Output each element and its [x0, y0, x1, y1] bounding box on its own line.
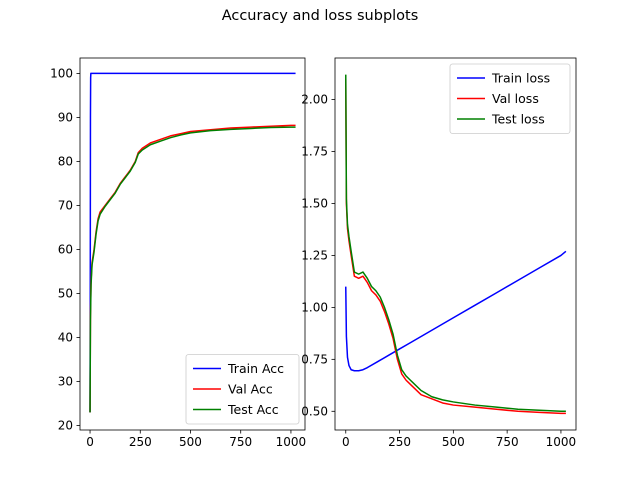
subplot-1-legend-label-test-acc: Test Acc — [227, 402, 279, 417]
subplot-1-legend-label-val-acc: Val Acc — [228, 382, 273, 397]
subplot-2-ytick-label: 1.25 — [301, 248, 328, 262]
subplot-2-ytick-label: 2.00 — [301, 93, 328, 107]
subplot-1-ytick-label: 70 — [58, 198, 73, 212]
subplot-1-ytick-label: 80 — [58, 154, 73, 168]
subplot-2-axes-frame — [334, 57, 577, 431]
subplot-2-legend-label-train-loss: Train loss — [491, 71, 550, 86]
subplot-1-xtick-label: 0 — [86, 435, 94, 449]
subplot-1-ytick-label: 90 — [58, 110, 73, 124]
subplot-2-line-train-loss — [345, 250, 567, 372]
subplot-1-xtick-label: 1000 — [276, 435, 307, 449]
subplot-2-xtick-label: 750 — [496, 435, 519, 449]
subplot-1-xtick-label: 750 — [229, 435, 252, 449]
subplot-1-ytick-label: 30 — [58, 375, 73, 389]
subplot-1-ytick-label: 60 — [58, 243, 73, 257]
subplot-1-ytick-label: 50 — [58, 287, 73, 301]
subplot-1-axes-frame — [79, 57, 306, 431]
subplot-1-ytick-label: 20 — [58, 419, 73, 433]
figure-suptitle: Accuracy and loss subplots — [221, 8, 419, 24]
subplot-1-line-test-acc — [89, 126, 296, 413]
subplot-2-ytick-label: 1.00 — [301, 300, 328, 314]
subplot-2-ytick-label: 0.75 — [301, 352, 328, 366]
subplot-2-xtick-label: 1000 — [546, 435, 577, 449]
subplot-2-xtick-label: 250 — [388, 435, 411, 449]
subplot-2-legend-box — [449, 63, 571, 134]
subplot-1-legend-label-train-acc: Train Acc — [227, 361, 284, 376]
subplot-1-legend-box — [185, 354, 300, 425]
subplot-1-ytick-label: 100 — [50, 66, 73, 80]
subplot-2-ytick-label: 1.75 — [301, 145, 328, 159]
subplot-1-line-train-acc — [89, 72, 296, 413]
subplot-1-ytick-label: 40 — [58, 331, 73, 345]
subplot-2-legend-label-test-loss: Test loss — [491, 112, 545, 127]
subplot-2-legend-label-val-loss: Val loss — [492, 91, 539, 106]
subplot-2-xtick-label: 0 — [342, 435, 350, 449]
subplot-2-line-test-loss — [345, 74, 566, 413]
subplot-1-xtick-label: 250 — [129, 435, 152, 449]
subplot-2-xtick-label: 500 — [442, 435, 465, 449]
subplot-2-ytick-label: 1.50 — [301, 196, 328, 210]
subplot-1-xtick-label: 500 — [179, 435, 202, 449]
subplot-2-ytick-label: 0.50 — [301, 404, 328, 418]
